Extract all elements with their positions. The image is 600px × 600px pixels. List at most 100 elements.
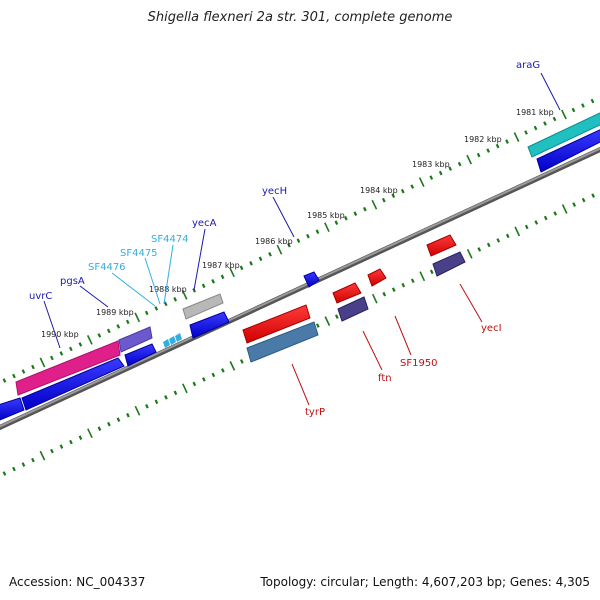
- minor-tick: [410, 278, 415, 284]
- kbp-label-1985: 1985 kbp: [307, 211, 345, 220]
- minor-tick: [315, 229, 320, 234]
- gene-label-araG: araG: [516, 60, 540, 71]
- gene-tyrP-red[interactable]: [242, 304, 311, 344]
- kbp-label-1982: 1982 kbp: [464, 135, 502, 144]
- minor-tick: [249, 261, 253, 266]
- minor-tick: [154, 399, 159, 405]
- gene-gray[interactable]: [182, 293, 224, 320]
- gene-label-ftn: ftn: [378, 373, 392, 384]
- minor-tick: [448, 166, 452, 171]
- minor-tick: [173, 297, 177, 302]
- minor-tick: [429, 175, 434, 180]
- minor-tick: [116, 417, 121, 422]
- minor-tick: [2, 378, 7, 383]
- major-tick: [324, 316, 331, 326]
- gene-SF1950[interactable]: [367, 268, 387, 287]
- minor-tick: [353, 211, 358, 216]
- minor-tick: [316, 323, 320, 328]
- gene-tyrP[interactable]: [246, 321, 319, 363]
- gene-blue-left[interactable]: [0, 397, 25, 421]
- kbp-label-1989: 1989 kbp: [96, 308, 134, 317]
- minor-tick: [211, 279, 215, 284]
- minor-tick: [581, 197, 586, 203]
- gene-label-uvrC: uvrC: [29, 291, 52, 302]
- kbp-label-1984: 1984 kbp: [360, 186, 398, 195]
- minor-tick: [524, 130, 528, 135]
- minor-tick: [401, 282, 406, 288]
- minor-tick: [287, 242, 291, 248]
- minor-tick: [552, 116, 557, 122]
- gene-label-SF4475: SF4475: [120, 248, 158, 259]
- minor-tick: [145, 404, 149, 409]
- minor-tick: [12, 466, 16, 472]
- minor-tick: [144, 310, 149, 316]
- minor-tick: [581, 103, 585, 108]
- minor-tick: [571, 107, 576, 113]
- gene-ftn-red[interactable]: [332, 282, 362, 304]
- minor-tick: [400, 188, 405, 194]
- minor-tick: [268, 252, 272, 257]
- major-tick: [39, 357, 46, 368]
- gene-label-SF4476: SF4476: [88, 262, 126, 273]
- backbone: [0, 146, 600, 431]
- gene-SF4474[interactable]: [175, 333, 182, 342]
- minor-tick: [21, 369, 26, 374]
- minor-tick: [495, 143, 500, 149]
- major-tick: [181, 289, 188, 300]
- minor-tick: [125, 319, 130, 325]
- genome-summary-text: Topology: circular; Length: 4,607,203 bp…: [260, 575, 590, 589]
- minor-tick: [543, 121, 547, 126]
- minor-tick: [240, 359, 244, 364]
- gene-araG[interactable]: [527, 111, 600, 158]
- gene-blue-long[interactable]: [21, 357, 125, 411]
- major-tick: [466, 154, 473, 165]
- minor-tick: [258, 256, 263, 262]
- minor-tick: [486, 148, 490, 153]
- minor-tick: [50, 448, 54, 454]
- minor-tick: [572, 202, 576, 207]
- gene-pgsA[interactable]: [118, 326, 153, 353]
- gene-blue-right[interactable]: [536, 128, 600, 173]
- upper-tick-track: [2, 98, 595, 383]
- major-tick: [513, 132, 520, 142]
- gene-label-yecA: yecA: [192, 218, 217, 229]
- minor-tick: [69, 439, 73, 445]
- minor-tick: [116, 324, 121, 329]
- gene-yecA[interactable]: [189, 311, 230, 339]
- minor-tick: [173, 390, 178, 396]
- major-tick: [134, 405, 141, 416]
- minor-tick: [69, 346, 73, 352]
- minor-tick: [553, 211, 558, 216]
- major-tick: [419, 271, 426, 282]
- major-tick: [134, 312, 141, 323]
- minor-tick: [163, 301, 168, 307]
- gene-yecI-red[interactable]: [426, 234, 457, 257]
- kbp-labels: 1981 kbp 1982 kbp 1983 kbp 1984 kbp 1985…: [41, 108, 554, 339]
- major-tick: [87, 428, 93, 439]
- gene-label-tyrP: tyrP: [305, 407, 325, 418]
- minor-tick: [476, 152, 481, 158]
- minor-tick: [50, 355, 54, 361]
- major-tick: [371, 293, 378, 304]
- minor-tick: [192, 381, 197, 387]
- minor-tick: [106, 328, 111, 334]
- major-tick: [418, 177, 425, 187]
- gene-uvrC[interactable]: [15, 340, 121, 396]
- gene-ftn[interactable]: [337, 296, 369, 322]
- gene-yecI[interactable]: [432, 251, 466, 277]
- gene-SF4475[interactable]: [169, 336, 176, 345]
- minor-tick: [391, 193, 396, 198]
- minor-tick: [533, 125, 538, 131]
- minor-tick: [363, 206, 367, 212]
- reverse-genes: [242, 234, 466, 363]
- gene-blue-small[interactable]: [124, 343, 157, 367]
- minor-tick: [486, 242, 491, 248]
- gene-yecH[interactable]: [303, 271, 320, 288]
- forward-genes: [0, 111, 600, 421]
- major-tick: [229, 361, 236, 371]
- minor-tick: [220, 274, 225, 280]
- major-tick: [276, 244, 283, 255]
- gene-SF4476[interactable]: [163, 339, 170, 348]
- minor-tick: [344, 215, 348, 221]
